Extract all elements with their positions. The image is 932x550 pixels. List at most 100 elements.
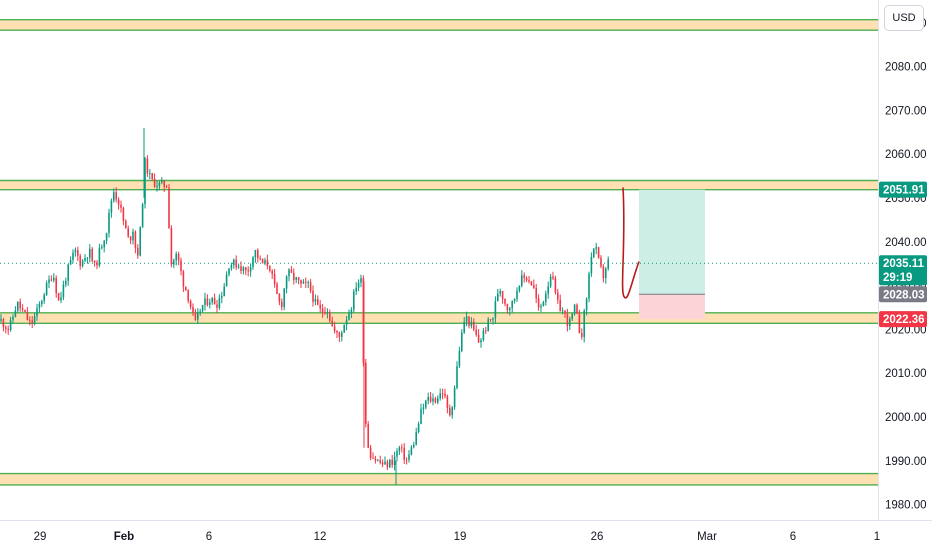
candle-body	[492, 317, 494, 320]
candle-body	[422, 407, 425, 409]
candle-body	[216, 304, 218, 308]
candle-body	[449, 407, 451, 416]
candle-body	[72, 252, 74, 261]
candle-body	[605, 268, 607, 279]
candle-body	[230, 265, 233, 269]
candle-body	[429, 396, 432, 402]
currency-button[interactable]: USD	[884, 5, 924, 31]
candle-body	[377, 460, 379, 462]
candle-body	[501, 290, 504, 299]
candle-body	[24, 309, 26, 312]
candle-body	[305, 281, 307, 283]
candle-body	[432, 398, 434, 402]
candle-body	[218, 297, 221, 308]
candle-body	[36, 308, 38, 317]
candle-body	[468, 316, 470, 327]
candle-body	[108, 212, 110, 234]
candle-body	[528, 280, 530, 282]
candle-body	[372, 457, 374, 459]
candle-body	[53, 277, 55, 281]
y-tick-label: 2080.00	[885, 62, 927, 74]
zone-0[interactable]	[0, 19, 878, 31]
candle-body	[55, 277, 57, 294]
long-position-tool[interactable]	[639, 189, 705, 320]
candle-body	[149, 173, 151, 174]
candle-body	[41, 300, 43, 305]
candle-body	[223, 286, 225, 297]
countdown-label: 29:19	[883, 272, 912, 284]
candle-body	[228, 268, 230, 275]
candle-body	[535, 288, 537, 299]
candle-body	[509, 308, 511, 311]
candle-body	[607, 259, 609, 269]
candle-body	[341, 332, 343, 337]
candle-body	[110, 200, 113, 213]
candle-body	[321, 308, 324, 313]
y-tick-label: 2070.00	[885, 105, 927, 117]
candle-body	[533, 285, 535, 289]
candle-body	[525, 277, 528, 281]
x-tick-label: 29	[34, 531, 47, 543]
candle-body	[350, 309, 353, 314]
candle-body	[9, 319, 12, 331]
candle-body	[549, 276, 552, 287]
candle-body	[573, 304, 576, 314]
zone-1[interactable]	[0, 180, 878, 190]
candle-body	[297, 277, 300, 280]
candle-body	[101, 247, 103, 249]
candle-body	[269, 265, 271, 271]
price-tag-label: 2028.03	[883, 289, 925, 301]
candle-body	[552, 276, 554, 279]
candle-body	[276, 284, 278, 294]
candle-body	[233, 259, 235, 266]
candle-body	[314, 298, 317, 302]
candle-body	[365, 362, 367, 425]
candle-body	[461, 332, 463, 352]
candle-body	[93, 260, 96, 263]
time-axis[interactable]: 29 Feb 6 12 19 26 Mar 6 1	[34, 531, 881, 543]
candle-body	[487, 319, 489, 332]
candle-body	[542, 302, 545, 307]
candle-body	[420, 408, 422, 424]
candle-body	[530, 281, 533, 286]
candle-body	[336, 331, 338, 333]
candle-body	[379, 460, 381, 463]
candle-body	[180, 260, 182, 272]
position-stop-area[interactable]	[639, 294, 705, 320]
candle-body	[391, 459, 393, 465]
candle-body	[401, 447, 403, 449]
candle-body	[494, 301, 497, 318]
price-tag-target	[879, 181, 927, 198]
candle-body	[170, 228, 173, 265]
candle-body	[242, 267, 245, 271]
candle-body	[221, 296, 223, 298]
price-tags: 2051.91 2035.11 29:19 2028.03 2022.36	[879, 181, 927, 328]
candle-body	[245, 267, 247, 271]
zone-3[interactable]	[0, 473, 878, 485]
candle-body	[7, 328, 9, 331]
candle-body	[12, 316, 14, 320]
candle-body	[194, 312, 197, 320]
candle-body	[237, 266, 240, 268]
candle-body	[103, 240, 105, 248]
candlesticks	[0, 127, 609, 485]
candle-body	[117, 199, 120, 205]
candle-body	[413, 444, 415, 448]
candle-body	[523, 275, 525, 278]
candle-body	[295, 277, 297, 280]
candle-body	[278, 293, 281, 302]
candle-body	[201, 305, 204, 312]
candle-body	[175, 253, 177, 261]
zone-2[interactable]	[0, 312, 878, 324]
projection-curve	[621, 187, 640, 299]
candle-body	[333, 326, 336, 332]
price-tag-entry	[879, 286, 927, 303]
candle-body	[247, 270, 249, 272]
candle-body	[578, 313, 581, 334]
candle-body	[33, 316, 36, 324]
candle-body	[57, 293, 60, 301]
candle-body	[559, 299, 561, 312]
position-target-area[interactable]	[639, 189, 705, 295]
candle-body	[91, 248, 93, 261]
